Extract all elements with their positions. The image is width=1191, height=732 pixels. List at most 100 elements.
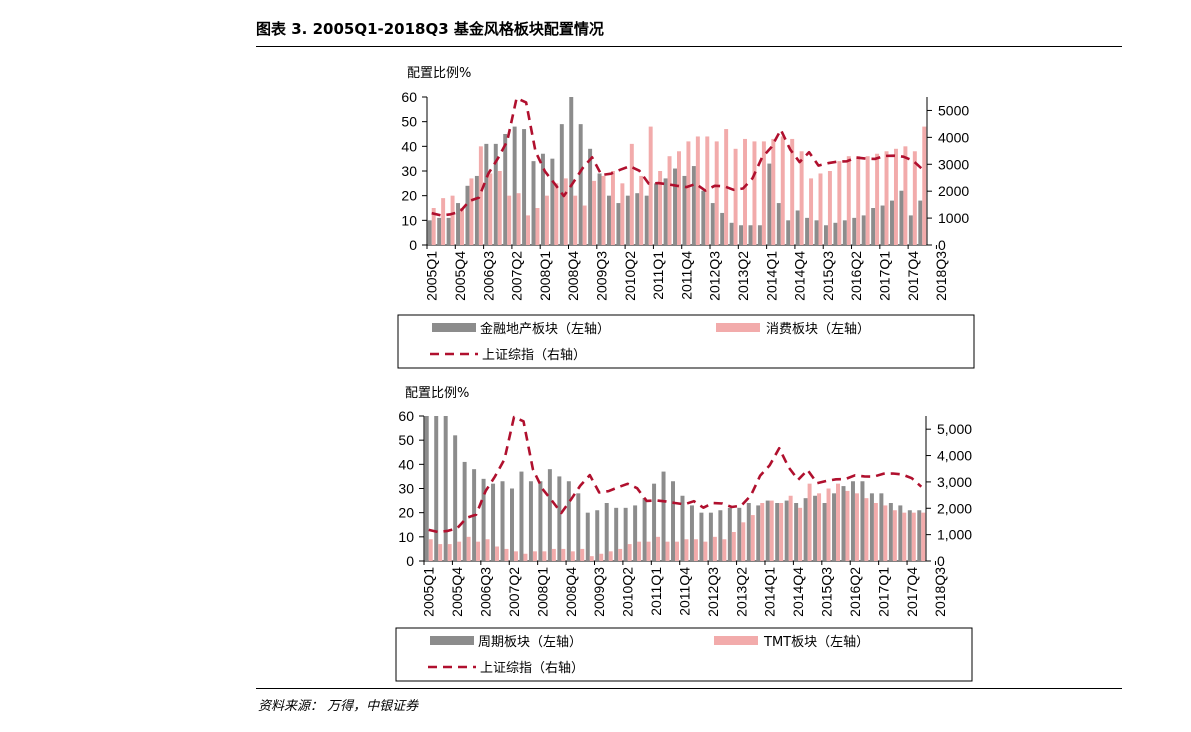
legend-swatch-gray [432,323,476,332]
bar-pink [705,136,710,245]
x-tick-label: 2011Q1 [648,567,664,616]
bar-gray [512,126,517,245]
bar-pink [686,141,691,245]
bar-pink [684,539,689,561]
bar-pink [627,544,632,561]
bar-pink [544,195,549,245]
bar-gray [474,175,479,245]
bar-pink [535,208,540,245]
bar-pink [743,138,747,245]
bar-pink [469,178,474,245]
bar-pink [457,541,462,561]
bar-gray [443,416,448,561]
bar-gray [510,488,514,561]
x-tick-label: 2009Q3 [594,251,610,301]
bar-gray [708,512,713,561]
bar-pink [845,490,850,561]
legend-swatch-pink [716,323,760,332]
bar-pink [478,146,483,245]
bar-pink [592,180,597,245]
x-tick-label: 2008Q1 [537,251,553,301]
bar-pink [573,195,578,245]
bar-gray [569,97,574,245]
bar-gray [720,212,725,245]
x-tick-label: 2018Q3 [932,567,948,617]
bar-pink [542,551,547,561]
bar-pink [865,156,870,245]
x-tick-label: 2017Q1 [877,251,893,301]
bar-pink [712,536,717,561]
bar-pink [892,510,897,561]
bar-gray [566,481,571,561]
figure-title: 图表 3. 2005Q1-2018Q3 基金风格板块配置情况 [256,20,604,38]
bar-gray [786,220,791,245]
bar-gray [918,200,923,245]
legend-swatch-gray [430,636,474,645]
x-tick-label: 2016Q2 [848,251,864,301]
chart2-ylabel: 配置比例% [405,386,470,401]
bar-pink [856,156,861,245]
bar-gray [614,507,619,561]
bar-pink [817,493,822,561]
bar-gray [805,217,810,245]
bar-pink [504,548,509,561]
x-tick-label: 2006Q3 [480,251,496,301]
bar-pink [551,548,556,561]
index-line [428,415,923,534]
bar-pink [447,544,452,561]
bar-gray [814,220,819,245]
x-tick-label: 2007Q2 [506,567,522,617]
left-tick-label: 30 [398,481,414,497]
right-tick-label: 0 [938,237,946,253]
bar-pink [620,183,625,245]
bar-gray [427,220,432,245]
bar-gray [500,481,505,561]
bar-pink [675,541,679,561]
bar-gray [519,471,524,561]
x-tick-label: 2010Q2 [622,251,638,301]
bar-pink [561,548,566,561]
left-tick-label: 40 [401,138,417,154]
bar-gray [822,503,827,561]
bar-pink [450,195,455,245]
bar-gray [710,203,715,245]
chart-1: 0 10 20 30 40 50 60 0 1000 2000 3000 4000 5000 2005Q1… [397,89,975,369]
bar-gray [765,500,770,561]
legend-label-series1: 金融地产板块（左轴） [480,321,610,337]
right-tick-label: 3,000 [937,474,972,490]
left-tick-label: 40 [398,456,414,472]
bar-pink [864,498,869,561]
right-tick-label: 3000 [938,156,969,172]
bar-pink [903,146,908,245]
bar-gray [907,510,912,561]
bar-pink [639,175,644,245]
bar-gray [701,190,706,245]
bar-pink [431,208,436,245]
x-tick-label: 2017Q1 [875,567,891,617]
bar-gray [729,222,734,245]
bar-gray [559,124,564,245]
bar-pink [722,539,727,561]
bar-pink [846,156,851,245]
bar-pink [589,556,594,561]
bar-gray [547,469,552,561]
bar-gray [503,134,508,245]
bar-gray [852,217,857,245]
bar-pink [601,175,606,245]
left-tick-label: 50 [401,114,417,130]
bar-gray [739,225,744,245]
right-tick-label: 0 [937,553,945,569]
x-tick-label: 2014Q1 [763,251,779,301]
right-tick-label: 2000 [938,183,969,199]
bar-gray [623,507,628,561]
bar-gray [538,481,543,561]
x-tick-label: 2012Q3 [705,567,721,617]
bar-pink [648,126,653,245]
legend-label-line: 上证综指（右轴） [480,661,584,676]
bar-pink [703,541,708,561]
bar-gray [633,505,638,561]
bar-pink [799,151,804,245]
bar-gray [871,208,876,245]
bar-gray [861,215,866,245]
left-tick-label: 10 [398,529,414,545]
